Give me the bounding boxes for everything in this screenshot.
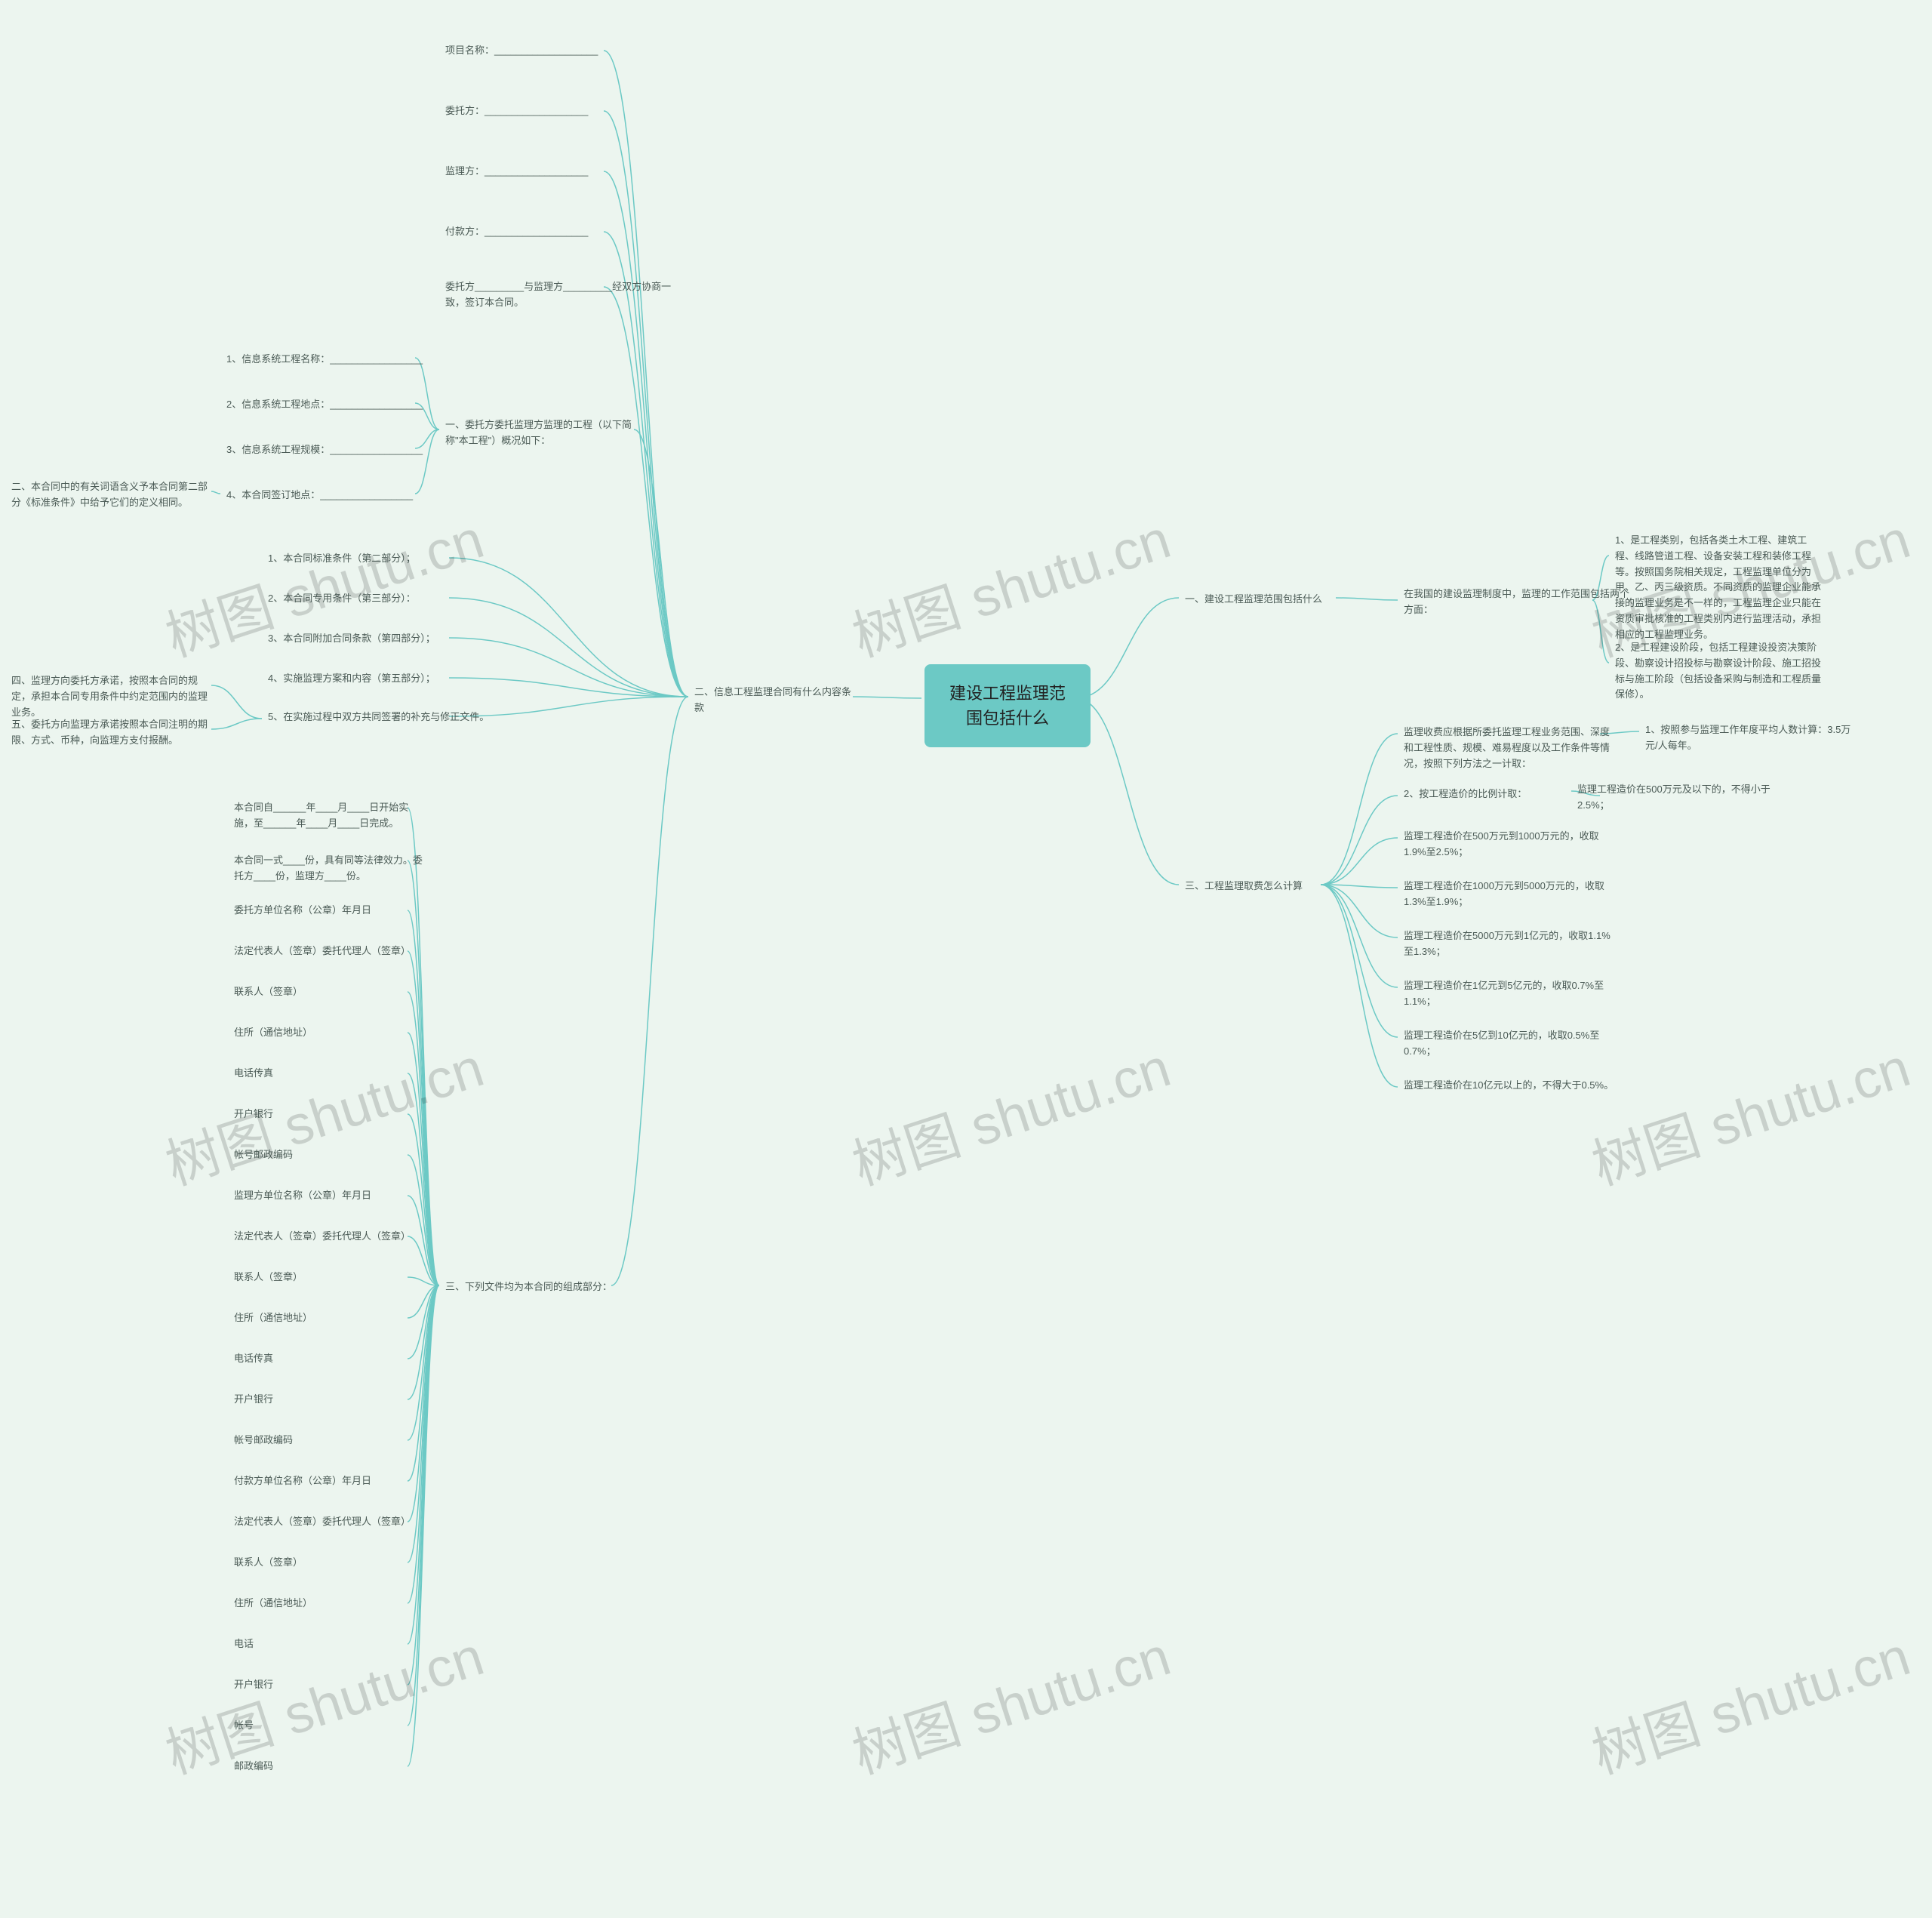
watermark: 树图 shutu.cn [841,1612,1178,1789]
b2-g0-item: 付款方：___________________ [445,224,588,240]
b2-g2-extra: 四、监理方向委托方承诺，按照本合同的规定，承担本合同专用条件中约定范围内的监理业… [11,673,215,720]
branch-3-item: 2、按工程造价的比例计取： [1404,787,1527,802]
b2-g3-item: 住所（通信地址） [234,1596,312,1612]
b2-g3-item: 付款方单位名称（公章）年月日 [234,1473,371,1489]
b2-g1-item: 4、本合同签订地点：_________________ [226,487,413,501]
b2-g1-item: 3、信息系统工程规模：_________________ [226,442,423,456]
b2-g2-item: 3、本合同附加合同条款（第四部分）； [268,631,435,647]
b2-g3-item: 联系人（签章） [234,1270,303,1285]
b2-g2-item: 1、本合同标准条件（第二部分）； [268,551,416,567]
b2-g3-item: 帐号邮政编码 [234,1147,293,1163]
branch-1-desc: 在我国的建设监理制度中，监理的工作范围包括两个方面： [1404,586,1630,618]
b2-g0-item: 委托方_________与监理方_________经双方协商一致，签订本合同。 [445,279,672,311]
center-node: 建设工程监理范围包括什么 [924,664,1091,747]
branch-3: 三、工程监理取费怎么计算 [1185,878,1303,892]
branch-3-item: 监理工程造价在5亿到10亿元的，收取0.5%至0.7%； [1404,1028,1615,1060]
branch-2: 二、信息工程监理合同有什么内容条款 [694,685,860,716]
branch-3-item: 监理工程造价在1亿元到5亿元的，收取0.7%至1.1%； [1404,978,1615,1010]
b2-g3-item: 住所（通信地址） [234,1025,312,1041]
b2-g0-item: 监理方：___________________ [445,164,588,180]
b2-g3-item: 邮政编码 [234,1759,273,1775]
b2-g3-item: 监理方单位名称（公章）年月日 [234,1188,371,1204]
branch-3-item: 监理收费应根据所委托监理工程业务范围、深度和工程性质、规模、难易程度以及工作条件… [1404,725,1615,771]
watermark: 树图 shutu.cn [154,1612,491,1789]
b2-g3-item: 本合同一式____份，具有同等法律效力。委托方____份，监理方____份。 [234,853,423,885]
watermark: 树图 shutu.cn [841,1023,1178,1200]
b2-g3-item: 委托方单位名称（公章）年月日 [234,903,371,919]
branch-3-leaf: 监理工程造价在500万元及以下的，不得小于2.5%； [1577,782,1789,814]
b2-g2-extra: 五、委托方向监理方承诺按照本合同注明的期限、方式、币种，向监理方支付报酬。 [11,717,215,749]
b2-g0-item: 项目名称：___________________ [445,43,598,59]
watermark: 树图 shutu.cn [841,494,1178,672]
b2-g3-item: 法定代表人（签章）委托代理人（签章） [234,1514,411,1530]
b2-g1-lead: 一、委托方委托监理方监理的工程（以下简称"本工程"）概况如下： [445,417,641,449]
b2-g3-item: 法定代表人（签章）委托代理人（签章） [234,944,411,959]
b2-g3-item: 开户银行 [234,1392,273,1408]
b2-g3-item: 开户银行 [234,1677,273,1693]
b2-g0-item: 委托方：___________________ [445,103,588,119]
b2-g1-item: 1、信息系统工程名称：_________________ [226,351,423,365]
b2-g3-item: 法定代表人（签章）委托代理人（签章） [234,1229,411,1245]
branch-1: 一、建设工程监理范围包括什么 [1185,591,1322,605]
branch-3-item: 监理工程造价在500万元到1000万元的，收取1.9%至2.5%； [1404,829,1615,860]
b2-g3-item: 电话传真 [234,1351,273,1367]
branch-3-leaf: 1、按照参与监理工作年度平均人数计算：3.5万元/人每年。 [1645,722,1857,754]
b2-g3-item: 帐号 [234,1718,254,1734]
watermark: 树图 shutu.cn [154,1023,491,1200]
b2-g3-lead: 三、下列文件均为本合同的组成部分： [445,1279,612,1293]
branch-3-item: 监理工程造价在5000万元到1亿元的，收取1.1%至1.3%； [1404,928,1615,960]
b2-g2-item: 5、在实施过程中双方共同签署的补充与修正文件。 [268,710,489,725]
branch-3-item: 监理工程造价在10亿元以上的，不得大于0.5%。 [1404,1078,1614,1094]
branch-3-item: 监理工程造价在1000万元到5000万元的，收取1.3%至1.9%； [1404,879,1615,910]
branch-1-item: 1、是工程类别，包括各类土木工程、建筑工程、线路管道工程、设备安装工程和装修工程… [1615,533,1826,643]
branch-1-item: 2、是工程建设阶段，包括工程建设投资决策阶段、勘察设计招投标与勘察设计阶段、施工… [1615,640,1826,703]
b2-g3-item: 联系人（签章） [234,984,303,1000]
b2-g3-item: 本合同自______年____月____日开始实施，至______年____月_… [234,800,423,832]
b2-g3-item: 联系人（签章） [234,1555,303,1571]
b2-g2-item: 4、实施监理方案和内容（第五部分）； [268,671,435,687]
b2-g3-item: 开户银行 [234,1107,273,1122]
b2-g3-item: 帐号邮政编码 [234,1433,293,1449]
b2-g3-item: 电话 [234,1636,254,1652]
b2-g1-extra: 二、本合同中的有关词语含义予本合同第二部分《标准条件》中给予它们的定义相同。 [11,479,215,511]
b2-g1-item: 2、信息系统工程地点：_________________ [226,396,423,411]
b2-g3-item: 住所（通信地址） [234,1310,312,1326]
b2-g2-item: 2、本合同专用条件（第三部分）： [268,591,416,607]
watermark: 树图 shutu.cn [1580,1023,1918,1200]
watermark: 树图 shutu.cn [1580,1612,1918,1789]
b2-g3-item: 电话传真 [234,1066,273,1082]
